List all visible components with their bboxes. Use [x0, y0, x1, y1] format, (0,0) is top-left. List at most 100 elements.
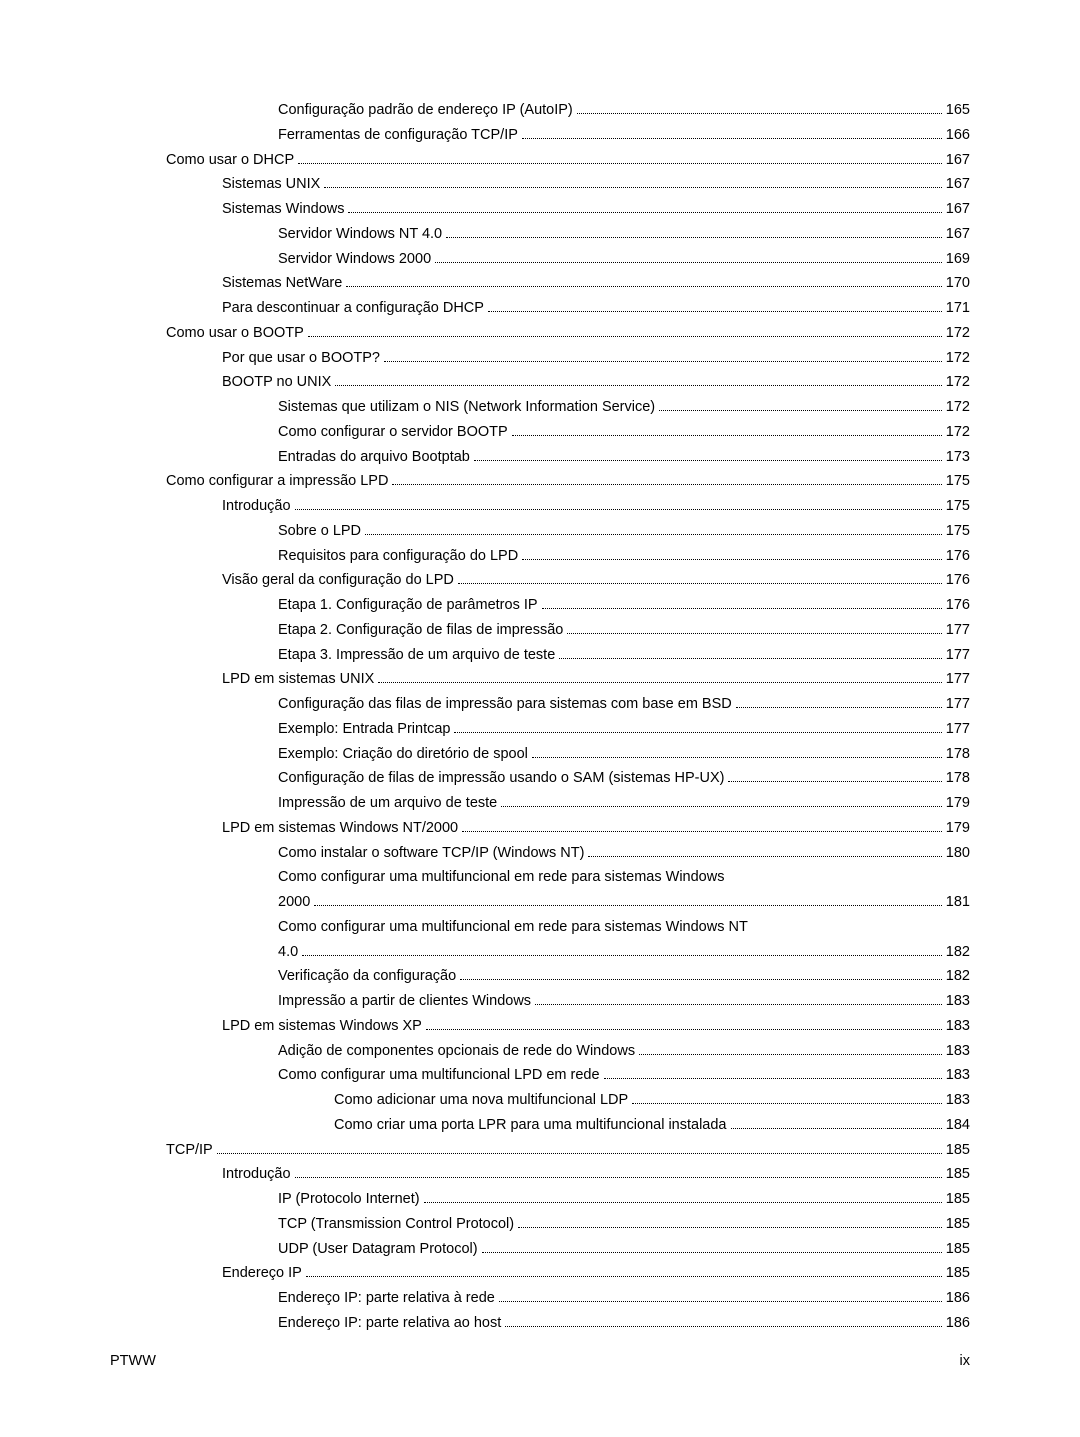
toc-entry-label: Adição de componentes opcionais de rede … [278, 1041, 635, 1063]
toc-entry-page: 185 [946, 1214, 970, 1236]
toc-leader-dots [384, 350, 942, 361]
toc-entry-label: Como configurar a impressão LPD [166, 471, 388, 493]
toc-entry-page: 180 [946, 843, 970, 865]
toc-entry-page: 172 [946, 348, 970, 370]
footer-left: PTWW [110, 1353, 156, 1369]
toc-entry-label: IP (Protocolo Internet) [278, 1189, 420, 1211]
toc-leader-dots [501, 796, 942, 807]
toc-entry: Etapa 2. Configuração de filas de impres… [110, 620, 970, 642]
toc-entry-label: Endereço IP [222, 1263, 302, 1285]
toc-entry-page: 183 [946, 1016, 970, 1038]
toc-entry-page: 183 [946, 1041, 970, 1063]
toc-leader-dots [378, 672, 942, 683]
toc-leader-dots [559, 647, 942, 658]
toc-leader-dots [522, 128, 942, 139]
toc-entry-page: 172 [946, 422, 970, 444]
toc-entry-page: 186 [946, 1288, 970, 1310]
toc-entry: Por que usar o BOOTP?172 [110, 348, 970, 370]
toc-entry-page: 185 [946, 1189, 970, 1211]
toc-entry: Introdução185 [110, 1164, 970, 1186]
toc-entry-page: 183 [946, 991, 970, 1013]
toc-entry-page: 186 [946, 1313, 970, 1335]
toc-leader-dots [639, 1043, 942, 1054]
toc-leader-dots [731, 1118, 942, 1129]
toc-entry-label: Como configurar uma multifuncional em re… [278, 867, 724, 889]
toc-entry-page: 167 [946, 150, 970, 172]
toc-entry-page: 172 [946, 323, 970, 345]
toc-entry-page: 175 [946, 471, 970, 493]
toc-entry-page: 176 [946, 595, 970, 617]
toc-entry-label: Sobre o LPD [278, 521, 361, 543]
toc-entry: LPD em sistemas Windows NT/2000179 [110, 818, 970, 840]
toc-entry-label: Configuração padrão de endereço IP (Auto… [278, 100, 573, 122]
toc-entry-label: Como usar o BOOTP [166, 323, 304, 345]
toc-entry-label: Entradas do arquivo Bootptab [278, 447, 470, 469]
toc-entry-label: Ferramentas de configuração TCP/IP [278, 125, 518, 147]
toc-leader-dots [499, 1291, 942, 1302]
toc-entry-label: Como configurar uma multifuncional em re… [278, 917, 748, 939]
toc-entry-page: 165 [946, 100, 970, 122]
toc-leader-dots [542, 598, 942, 609]
toc-leader-dots [335, 375, 941, 386]
toc-entry: Configuração padrão de endereço IP (Auto… [110, 100, 970, 122]
toc-entry: Configuração de filas de impressão usand… [110, 768, 970, 790]
toc-leader-dots [522, 548, 942, 559]
toc-entry-page: 179 [946, 793, 970, 815]
toc-entry-page: 182 [946, 966, 970, 988]
toc-entry-label: LPD em sistemas UNIX [222, 669, 374, 691]
toc-entry-page: 183 [946, 1065, 970, 1087]
toc-entry: Adição de componentes opcionais de rede … [110, 1041, 970, 1063]
toc-entry: Verificação da configuração182 [110, 966, 970, 988]
toc-entry-label: Servidor Windows 2000 [278, 249, 431, 271]
toc-entry: TCP (Transmission Control Protocol)185 [110, 1214, 970, 1236]
toc-entry-label: Etapa 3. Impressão de um arquivo de test… [278, 645, 555, 667]
page: Configuração padrão de endereço IP (Auto… [0, 0, 1080, 1437]
toc-entry-page: 167 [946, 199, 970, 221]
toc-entry: Sobre o LPD175 [110, 521, 970, 543]
toc-leader-dots [659, 400, 942, 411]
toc-entry-label: Sistemas Windows [222, 199, 344, 221]
toc-leader-dots [604, 1068, 942, 1079]
toc-entry-page: 169 [946, 249, 970, 271]
toc-entry-label: Sistemas que utilizam o NIS (Network Inf… [278, 397, 655, 419]
toc-leader-dots [535, 994, 942, 1005]
toc-entry-page: 172 [946, 372, 970, 394]
toc-leader-dots [454, 722, 941, 733]
toc-entry-label: TCP/IP [166, 1140, 213, 1162]
toc-leader-dots [588, 845, 941, 856]
toc-entry: Como adicionar uma nova multifuncional L… [110, 1090, 970, 1112]
toc-entry-label: Etapa 2. Configuração de filas de impres… [278, 620, 563, 642]
toc-entry: Introdução175 [110, 496, 970, 518]
toc-entry: Endereço IP: parte relativa à rede186 [110, 1288, 970, 1310]
toc-entry: Como configurar a impressão LPD 175 [110, 471, 970, 493]
toc-entry: LPD em sistemas UNIX 177 [110, 669, 970, 691]
toc-entry-label: Exemplo: Criação do diretório de spool [278, 744, 528, 766]
toc-leader-dots [295, 1167, 942, 1178]
toc-entry-page: 177 [946, 669, 970, 691]
toc-entry: 2000181 [110, 892, 970, 914]
toc-entry: Como criar uma porta LPR para uma multif… [110, 1115, 970, 1137]
toc-leader-dots [302, 944, 942, 955]
toc-entry: Sistemas NetWare170 [110, 273, 970, 295]
toc-entry: Como configurar uma multifuncional LPD e… [110, 1065, 970, 1087]
toc-entry: Visão geral da configuração do LPD176 [110, 570, 970, 592]
toc-leader-dots [577, 103, 942, 114]
toc-leader-dots [295, 499, 942, 510]
toc-entry-page: 178 [946, 744, 970, 766]
toc-entry: Para descontinuar a configuração DHCP171 [110, 298, 970, 320]
toc-entry-page: 185 [946, 1239, 970, 1261]
toc-entry: Servidor Windows 2000 169 [110, 249, 970, 271]
toc-leader-dots [348, 202, 941, 213]
toc-entry-label: Como instalar o software TCP/IP (Windows… [278, 843, 584, 865]
toc-entry: Como instalar o software TCP/IP (Windows… [110, 843, 970, 865]
page-footer: PTWW ix [110, 1353, 970, 1369]
toc-entry-label: Requisitos para configuração do LPD [278, 546, 518, 568]
toc-leader-dots [460, 969, 942, 980]
toc-entry-label: Servidor Windows NT 4.0 [278, 224, 442, 246]
toc-leader-dots [217, 1142, 942, 1153]
toc-entry: Endereço IP185 [110, 1263, 970, 1285]
toc-entry-label: Etapa 1. Configuração de parâmetros IP [278, 595, 538, 617]
toc-entry-label: Endereço IP: parte relativa ao host [278, 1313, 501, 1335]
toc-entry: Etapa 1. Configuração de parâmetros IP 17… [110, 595, 970, 617]
toc-leader-dots [488, 301, 942, 312]
